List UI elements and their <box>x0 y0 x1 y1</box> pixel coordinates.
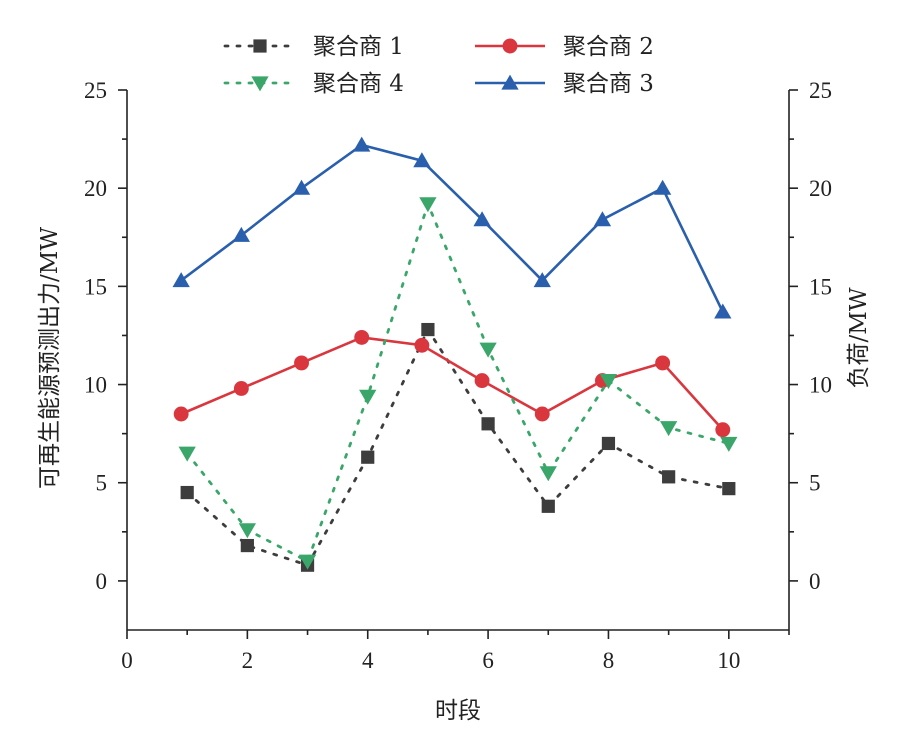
y-axis-title-left: 可再生能源预测出力/MW <box>37 227 63 489</box>
y-tick-label-right: 15 <box>809 274 832 299</box>
triangle-up-marker <box>653 179 672 195</box>
y-tick-label-left: 15 <box>84 274 107 299</box>
x-tick-label: 0 <box>121 648 133 673</box>
legend-label: 聚合商 1 <box>313 34 404 60</box>
triangle-up-marker <box>292 179 311 195</box>
circle-marker <box>655 355 671 371</box>
y-tick-label-right: 5 <box>809 471 821 496</box>
legend-label: 聚合商 4 <box>313 71 404 97</box>
x-tick-label: 2 <box>242 648 254 673</box>
circle-marker <box>354 329 370 345</box>
y-tick-label-right: 25 <box>809 78 832 103</box>
series-line <box>185 326 731 567</box>
square-marker <box>240 538 254 553</box>
legend-item: 聚合商 3 <box>475 71 654 97</box>
series-2 <box>173 329 731 438</box>
legend-item: 聚合商 4 <box>223 71 404 97</box>
circle-marker <box>502 38 518 54</box>
square-marker <box>541 499 555 513</box>
triangle-down-marker <box>479 342 497 358</box>
triangle-down-marker <box>359 389 377 405</box>
circle-marker <box>474 373 490 389</box>
y-axis-title-right: 负荷/MW <box>846 287 872 388</box>
triangle-up-marker <box>501 74 519 90</box>
triangle-up-marker <box>593 211 612 227</box>
triangle-down-marker <box>720 436 738 452</box>
triangle-up-marker <box>473 211 491 227</box>
square-marker <box>481 417 495 431</box>
y-tick-label-right: 10 <box>809 373 832 398</box>
circle-marker <box>233 381 249 396</box>
square-marker <box>421 322 435 337</box>
legend-label: 聚合商 2 <box>563 34 654 60</box>
square-marker <box>601 436 616 451</box>
series-3 <box>178 197 738 570</box>
triangle-up-marker <box>232 226 250 242</box>
square-marker <box>253 39 267 53</box>
series-line <box>180 143 724 313</box>
triangle-down-marker <box>178 446 196 462</box>
series-1 <box>180 322 736 572</box>
circle-marker <box>414 337 430 353</box>
triangle-down-marker <box>238 523 257 539</box>
triangle-up-marker <box>413 152 431 168</box>
y-tick-label-right: 20 <box>809 176 832 201</box>
legend: 聚合商 1 聚合商 2 聚合商 4 聚合商 3 <box>223 34 654 97</box>
y-tick-label-left: 20 <box>84 176 107 201</box>
triangle-down-marker <box>599 374 618 390</box>
legend-label: 聚合商 3 <box>563 71 654 97</box>
series-4 <box>172 136 732 319</box>
triangle-up-marker <box>533 272 551 288</box>
circle-marker <box>715 422 731 438</box>
x-tick-label: 4 <box>362 648 374 673</box>
triangle-up-marker <box>172 272 190 288</box>
triangle-down-marker <box>419 197 437 213</box>
x-tick-label: 10 <box>717 648 740 673</box>
triangle-up-marker <box>714 303 732 319</box>
circle-marker <box>173 406 189 422</box>
y-tick-label-left: 10 <box>84 373 107 398</box>
triangle-down-marker <box>298 554 317 570</box>
circle-marker <box>534 406 550 422</box>
x-tick-label: 6 <box>482 648 494 673</box>
square-marker <box>361 450 375 464</box>
square-marker <box>662 470 676 484</box>
legend-item: 聚合商 1 <box>223 34 404 60</box>
square-marker <box>180 485 194 500</box>
y-tick-label-left: 25 <box>84 78 107 103</box>
legend-item: 聚合商 2 <box>475 34 654 60</box>
square-marker <box>722 482 736 496</box>
triangle-up-marker <box>353 136 371 152</box>
axes: 0 0 5 5 10 10 15 15 20 20 25 25 0 2 4 6 8 10 <box>84 78 832 673</box>
series-line <box>180 336 724 431</box>
triangle-down-marker <box>539 466 557 482</box>
x-tick-label: 8 <box>603 648 615 673</box>
y-tick-label-left: 5 <box>96 471 108 496</box>
y-tick-label-right: 0 <box>809 569 821 594</box>
x-axis-title: 时段 <box>435 698 481 724</box>
y-tick-label-left: 0 <box>96 569 108 594</box>
series-layer <box>172 136 738 572</box>
series-line <box>185 199 731 564</box>
triangle-down-marker <box>251 76 269 92</box>
triangle-down-marker <box>659 421 678 437</box>
circle-marker <box>294 355 309 371</box>
